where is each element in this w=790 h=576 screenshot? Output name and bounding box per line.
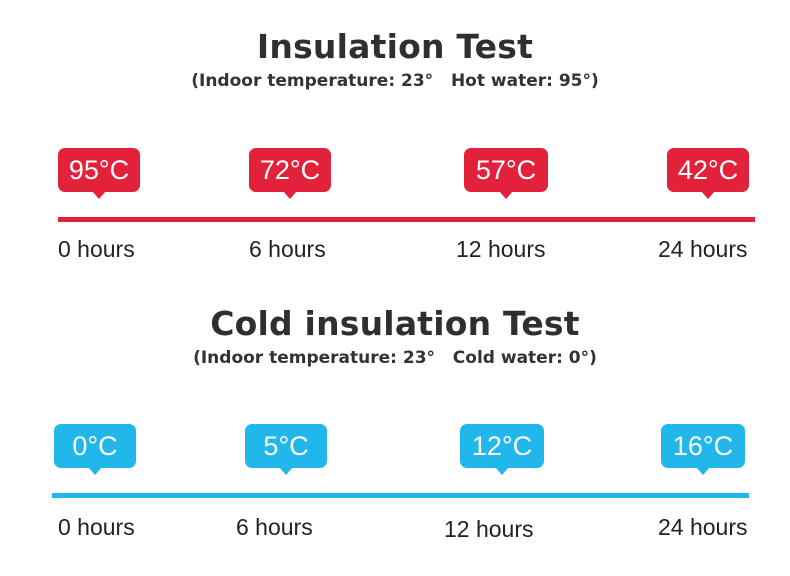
hot-time-label-6h: 6 hours: [249, 236, 326, 262]
insulation-test-title: Insulation Test: [256, 27, 534, 66]
cold-reading-badge-12h: 12°C: [460, 424, 544, 475]
hot-time-label-0h: 0 hours: [58, 236, 135, 262]
cold-time-label-12h: 12 hours: [444, 516, 534, 542]
cold-time-label-0h: 0 hours: [58, 514, 135, 540]
hot-timeline-line: [58, 217, 755, 222]
cold-insulation-test-title: Cold insulation Test: [210, 304, 580, 343]
hot-time-label-24h: 24 hours: [658, 236, 748, 262]
hot-reading-badge-0h: 95°C: [58, 148, 140, 199]
insulation-test-subtitle: (Indoor temperature: 23° Hot water: 95°): [191, 71, 599, 91]
cold-reading-badge-24h: 16°C: [661, 424, 745, 475]
cold-reading-badge-6h: 5°C: [245, 424, 327, 475]
hot-reading-badge-6h: 72°C: [249, 148, 331, 199]
cold-insulation-test-subtitle: (Indoor temperature: 23° Cold water: 0°): [193, 348, 597, 368]
cold-reading-badge-0h: 0°C: [54, 424, 136, 475]
hot-reading-badge-24h: 42°C: [667, 148, 749, 199]
cold-time-label-24h: 24 hours: [658, 514, 748, 540]
hot-reading-badge-12h: 57°C: [464, 148, 548, 199]
cold-timeline-line: [52, 493, 749, 498]
hot-time-label-12h: 12 hours: [456, 236, 546, 262]
cold-time-label-6h: 6 hours: [236, 514, 313, 540]
